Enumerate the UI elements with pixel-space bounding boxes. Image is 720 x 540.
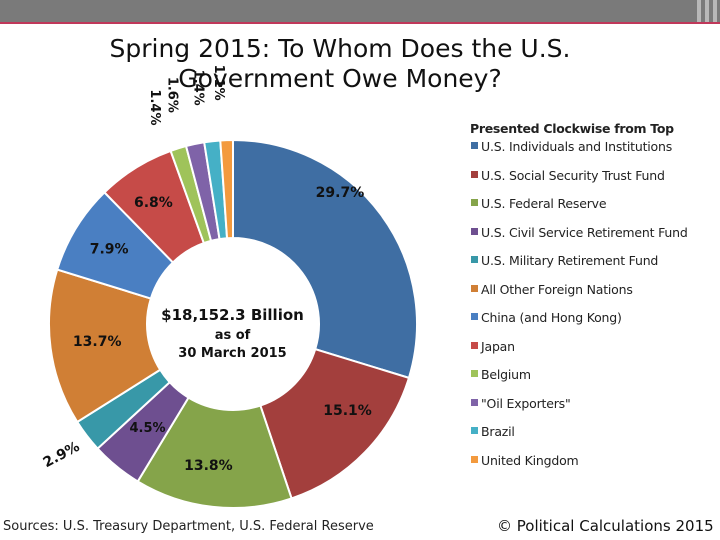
slice-data-label: 1.6% <box>164 77 179 113</box>
legend-label: Japan <box>481 338 515 354</box>
legend-entry: U.S. Civil Service Retirement Fund <box>470 225 720 254</box>
legend-label: "Oil Exporters" <box>481 395 571 411</box>
legend-swatch <box>471 398 478 406</box>
legend-entry: U.S. Social Security Trust Fund <box>470 168 720 197</box>
legend-entry: U.S. Federal Reserve <box>470 196 720 225</box>
legend-label: U.S. Military Retirement Fund <box>481 253 659 268</box>
legend-entry: All Other Foreign Nations <box>470 282 720 311</box>
legend-swatch <box>471 199 478 206</box>
pie-slice <box>48 268 162 424</box>
legend-entry: U.S. Military Retirement Fund <box>470 253 720 282</box>
legend-swatch <box>471 227 478 235</box>
slice-data-label: 15.1% <box>323 403 372 419</box>
center-asof-label: as of <box>214 328 251 343</box>
legend-entry: United Kingdom <box>470 453 720 482</box>
pie-slice <box>232 138 418 380</box>
slice-data-label: 13.8% <box>184 458 233 474</box>
source-note: Sources: U.S. Treasury Department, U.S. … <box>3 519 374 534</box>
legend-swatch <box>471 455 478 463</box>
center-total-label: $18,152.3 Billion <box>161 306 304 324</box>
chart-title: Spring 2015: To Whom Does the U.S. Gover… <box>40 34 640 94</box>
legend-swatch <box>471 170 478 178</box>
chart-legend: Presented Clockwise from Top U.S. Indivi… <box>470 121 720 481</box>
legend-label: U.S. Civil Service Retirement Fund <box>481 224 688 240</box>
slice-data-label: 7.9% <box>90 242 129 258</box>
legend-swatch <box>471 284 478 292</box>
pie-slice <box>136 396 293 509</box>
slice-data-label: 6.8% <box>134 195 173 211</box>
legend-entry: Brazil <box>470 424 720 453</box>
legend-label: United Kingdom <box>481 452 579 468</box>
legend-entry: "Oil Exporters" <box>470 396 720 425</box>
slice-data-label: 4.5% <box>130 421 166 436</box>
slide-top-bar <box>0 0 720 22</box>
chart-title-line-2: Government Owe Money? <box>178 64 502 93</box>
legend-label: U.S. Individuals and Institutions <box>481 139 673 154</box>
copyright-note: © Political Calculations 2015 <box>497 517 714 535</box>
legend-label: Belgium <box>481 367 531 382</box>
legend-swatch <box>471 427 478 434</box>
center-date-label: 30 March 2015 <box>178 346 287 361</box>
slice-data-label: 1.1% <box>211 65 226 101</box>
legend-label: U.S. Social Security Trust Fund <box>481 167 665 183</box>
legend-entry: U.S. Individuals and Institutions <box>470 139 720 168</box>
legend-label: Brazil <box>481 424 515 439</box>
slice-data-label: 1.4% <box>191 70 206 106</box>
legend-entry: Belgium <box>470 367 720 396</box>
chart-title-line-1: Spring 2015: To Whom Does the U.S. <box>109 34 571 63</box>
legend-entry: China (and Hong Kong) <box>470 310 720 339</box>
legend-swatch <box>471 313 478 320</box>
legend-swatch <box>471 142 478 149</box>
slice-data-label: 13.7% <box>73 334 122 350</box>
legend-label: U.S. Federal Reserve <box>481 196 607 211</box>
slice-data-label: 1.4% <box>147 89 162 125</box>
legend-label: China (and Hong Kong) <box>481 310 622 325</box>
legend-title: Presented Clockwise from Top <box>470 121 674 136</box>
legend-swatch <box>471 370 478 377</box>
slide-control-mark <box>713 0 717 22</box>
pie-slice <box>259 347 411 500</box>
legend-swatch <box>471 341 478 349</box>
slice-data-label: 29.7% <box>316 185 365 201</box>
legend-swatch <box>471 256 478 263</box>
pie-slice <box>219 138 234 240</box>
slide-top-accent-line <box>0 22 720 24</box>
slide-control-mark <box>705 0 709 22</box>
legend-label: All Other Foreign Nations <box>481 281 633 297</box>
slide-control-mark <box>697 0 701 22</box>
slice-data-label: 2.9% <box>41 439 83 471</box>
legend-entry: Japan <box>470 339 720 368</box>
